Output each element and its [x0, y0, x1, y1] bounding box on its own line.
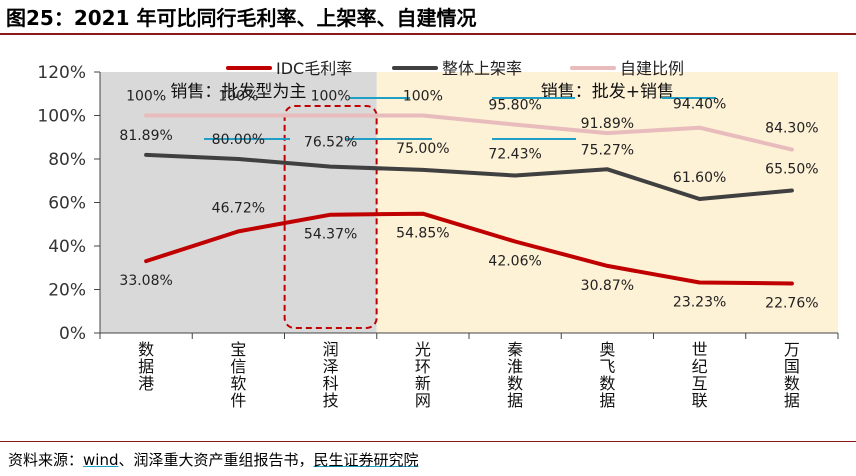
- series-line-0: [144, 211, 794, 286]
- legend: IDC毛利率 整体上架率 自建比例: [226, 59, 684, 78]
- y-tick-label: 80%: [48, 150, 86, 170]
- y-tick-label: 100%: [37, 107, 86, 127]
- data-label-0-4: 42.06%: [488, 254, 541, 270]
- chart: 销售：批发型为主 销售：批发+销售 0%20%40%60%80%100%120% …: [37, 59, 839, 410]
- source-rule: [0, 441, 856, 442]
- data-label-1-7: 65.50%: [765, 162, 818, 178]
- data-label-1-0: 81.89%: [119, 128, 172, 144]
- highlight-box: [283, 105, 378, 329]
- data-label-1-2: 76.52%: [304, 135, 357, 151]
- legend-label-1: 整体上架率: [442, 59, 522, 78]
- data-label-2-0: 100%: [126, 89, 166, 105]
- category-label-7: 万国数据: [784, 340, 800, 410]
- data-label-0-7: 22.76%: [765, 295, 818, 311]
- data-label-1-1: 80.00%: [212, 132, 265, 148]
- data-label-0-6: 23.23%: [673, 294, 726, 310]
- data-label-0-5: 30.87%: [581, 278, 634, 294]
- data-label-2-3: 100%: [403, 89, 443, 105]
- legend-label-0: IDC毛利率: [276, 59, 352, 78]
- data-label-1-4: 72.43%: [488, 146, 541, 162]
- zone-bg-1: [376, 72, 838, 333]
- data-label-2-5: 91.89%: [581, 116, 634, 132]
- data-label-1-3: 75.00%: [396, 141, 449, 157]
- title-rule: [0, 33, 856, 35]
- data-label-0-2: 54.37%: [304, 227, 357, 243]
- series-line-1: [144, 152, 794, 201]
- legend-label-2: 自建比例: [620, 59, 684, 78]
- data-label-2-2: 100%: [311, 89, 351, 105]
- category-label-2: 润泽科技: [323, 340, 339, 410]
- source-prefix: 资料来源：: [8, 451, 84, 469]
- y-tick-label: 0%: [59, 324, 86, 344]
- source-org: 民生证券研究院: [313, 451, 419, 469]
- data-labels: 33.08% 46.72% 54.37% 54.85% 42.06% 30.87% 23.2…: [119, 89, 818, 312]
- category-label-0: 数据港: [138, 340, 154, 393]
- data-label-0-0: 33.08%: [119, 273, 172, 289]
- series-line-2: [144, 113, 794, 152]
- y-tick-label: 20%: [48, 281, 86, 301]
- figure-title: 图25：2021 年可比同行毛利率、上架率、自建情况: [6, 6, 477, 30]
- y-tick-label: 120%: [37, 63, 86, 83]
- axes: 0% 20% 40% 60% 80% 100% 120%: [37, 63, 839, 344]
- data-label-1-6: 61.60%: [673, 170, 726, 186]
- category-label-1: 宝信软件: [230, 340, 246, 410]
- category-labels: 数据港 宝信软件 润泽科技 光环新网 秦淮数据 奥飞数据 世纪互联 万国数据: [138, 340, 800, 410]
- data-label-0-3: 54.85%: [396, 226, 449, 242]
- zone-label-0: 销售：批发型为主: [170, 82, 306, 102]
- category-label-4: 秦淮数据: [507, 340, 523, 410]
- source-wind: wind: [83, 451, 119, 469]
- data-label-2-6: 94.40%: [673, 97, 726, 113]
- y-tick-label: 40%: [48, 237, 86, 257]
- source-rest: 、润泽重大资产重组报告书，: [118, 451, 314, 469]
- series: [144, 113, 794, 286]
- source-note: 资料来源：wind、润泽重大资产重组报告书，民生证券研究院: [8, 449, 419, 470]
- category-label-3: 光环新网: [415, 340, 431, 410]
- data-label-2-4: 95.80%: [488, 98, 541, 114]
- data-label-2-7: 84.30%: [765, 121, 818, 137]
- data-label-1-5: 75.27%: [581, 142, 634, 158]
- data-label-0-1: 46.72%: [212, 200, 265, 216]
- data-label-2-1: 100%: [218, 89, 258, 105]
- category-label-5: 奥飞数据: [599, 340, 615, 410]
- category-label-6: 世纪互联: [692, 340, 708, 410]
- accent-lines: [204, 97, 716, 140]
- y-tick-label: 60%: [48, 194, 86, 214]
